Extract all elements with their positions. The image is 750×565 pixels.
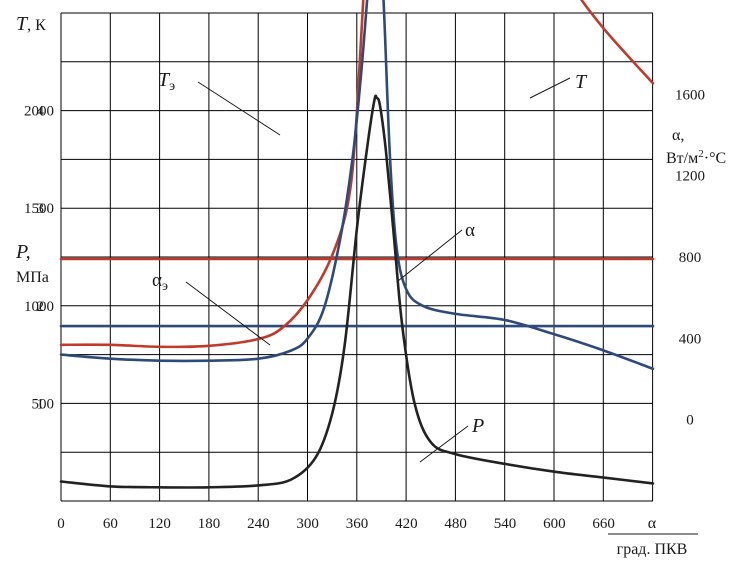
x-tick-label: 360 [346, 516, 369, 532]
leader-alpha [397, 229, 463, 282]
x-tick-label: 480 [444, 516, 467, 532]
P-tick-label: 1 [37, 396, 45, 412]
x-tick-label: 300 [296, 516, 319, 532]
alpha-tick-label: 0 [686, 413, 694, 429]
annotation-T: T [575, 71, 588, 93]
T-tick-label: 500 [32, 396, 55, 412]
x-tick-label: 420 [395, 516, 418, 532]
annotation-alpha: α [465, 220, 475, 241]
x-tick-label: 540 [494, 516, 517, 532]
leader-alpha-e [185, 281, 271, 346]
x-tick-label: 120 [148, 516, 171, 532]
T-tick-label: 2000 [24, 104, 54, 120]
leader-P [419, 425, 469, 463]
axis-x-unit: град. ПКВ [617, 541, 688, 558]
alpha-tick-label: 1600 [675, 87, 705, 103]
annotation-Te: Tэ [158, 69, 175, 94]
leader-T [529, 77, 571, 99]
leader-Te [197, 81, 281, 136]
T-tick-label: 1500 [24, 201, 54, 217]
P-tick-label: 3 [37, 201, 45, 217]
T-tick-label: 1000 [24, 299, 54, 315]
labels: T, К P, МПа α, Вт/м2·°С α град. ПКВ T Tэ… [15, 13, 726, 558]
grid: 0 60 120 180 240 300 360 420 480 540 600 6605001000… [24, 12, 705, 532]
annotation-P: P [471, 415, 484, 437]
axis-P-title-line1: P, [15, 241, 31, 263]
axis-x-title: α [648, 515, 657, 532]
annotation-leaders [185, 77, 571, 463]
alpha-tick-label: 1200 [675, 169, 705, 185]
P-tick-label: 4 [37, 104, 45, 120]
axis-P-title-line2: МПа [16, 269, 49, 286]
x-tick-label: 600 [543, 516, 566, 532]
P-tick-label: 2 [37, 299, 45, 315]
x-tick-label: 0 [57, 516, 65, 532]
x-tick-label: 180 [198, 516, 221, 532]
alpha-tick-label: 800 [679, 250, 702, 266]
x-tick-label: 240 [247, 516, 270, 532]
axis-T-title: T, К [16, 13, 46, 35]
series-P [59, 94, 655, 489]
series-T [59, 0, 655, 349]
axis-alpha-title-line2: Вт/м2·°С [666, 148, 726, 167]
annotation-alpha-e: αэ [152, 270, 168, 294]
series-alpha [59, 0, 655, 371]
x-tick-label: 660 [592, 516, 615, 532]
curves [59, 0, 655, 489]
x-tick-label: 60 [103, 516, 118, 532]
axis-alpha-title-line1: α, [672, 127, 684, 144]
alpha-tick-label: 400 [679, 331, 702, 347]
